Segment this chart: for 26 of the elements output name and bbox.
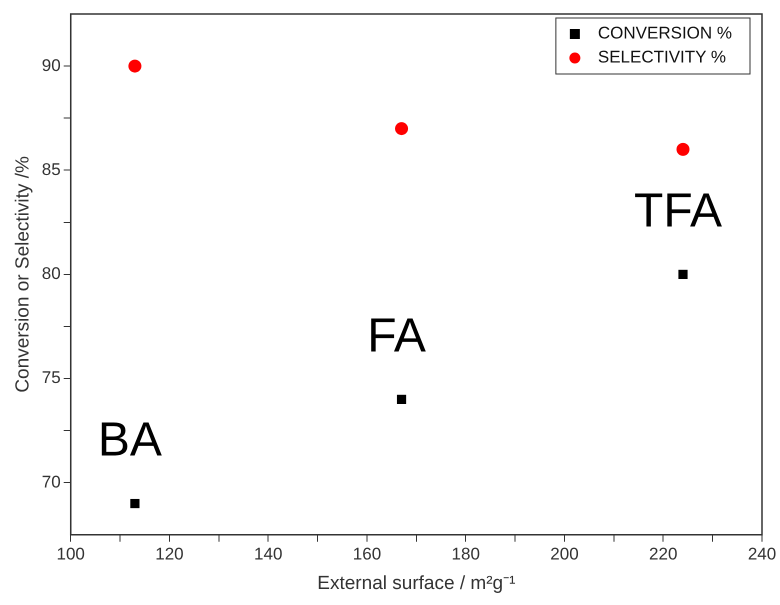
x-axis-title: External surface / m²g⁻¹: [317, 572, 516, 594]
x-tick-label: 100: [56, 544, 85, 564]
point: [128, 60, 142, 73]
point: [678, 270, 688, 279]
y-tick-label: 90: [42, 56, 61, 75]
point: [396, 394, 406, 404]
point: [130, 498, 140, 508]
x-tick-label: 240: [748, 544, 776, 564]
annotation: FA: [367, 309, 426, 362]
annotation: TFA: [634, 184, 722, 238]
y-tick-label: 70: [42, 472, 61, 492]
legend-label: SELECTIVITY %: [598, 48, 726, 67]
x-tick-label: 160: [352, 544, 382, 564]
legend-label: CONVERSION %: [598, 24, 732, 43]
y-tick-label: 80: [42, 264, 61, 284]
y-axis-title: Conversion or Selectivity /%: [12, 156, 34, 393]
x-tick-label: 180: [452, 544, 480, 564]
y-tick-label: 75: [42, 368, 61, 388]
x-tick-label: 120: [155, 544, 184, 564]
y-tick-label: 85: [42, 160, 61, 179]
x-tick-label: 200: [550, 544, 579, 564]
annotation: BA: [98, 414, 162, 467]
point: [676, 142, 690, 156]
x-tick-label: 220: [649, 544, 678, 564]
point: [395, 122, 408, 136]
x-tick-label: 140: [254, 544, 282, 564]
